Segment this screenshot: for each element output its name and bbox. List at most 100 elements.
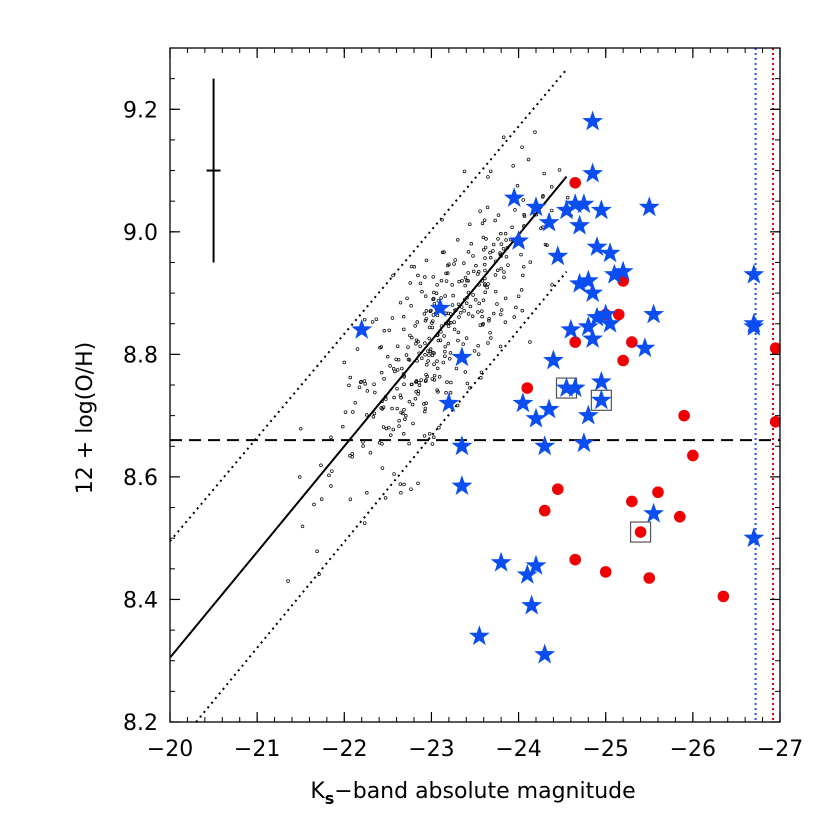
small-point [519, 288, 524, 292]
small-point [476, 272, 480, 276]
small-point [409, 264, 414, 269]
blue-star-point [638, 196, 660, 217]
small-point [410, 402, 415, 407]
small-point [399, 396, 403, 400]
small-point [365, 389, 370, 393]
small-point [423, 406, 428, 411]
small-point [436, 390, 440, 394]
small-point [480, 314, 484, 319]
x-tick-label: −25 [582, 737, 628, 762]
blue-star-point [612, 260, 634, 281]
blue-star-point [521, 594, 543, 615]
x-tick-label: −20 [147, 737, 193, 762]
small-point [466, 278, 470, 283]
small-point [413, 324, 417, 328]
small-point [442, 250, 446, 254]
small-point [520, 308, 525, 313]
small-point [449, 320, 453, 325]
small-point [410, 382, 414, 387]
small-point [477, 301, 481, 306]
small-point [464, 336, 469, 340]
y-axis-ticks: 8.2 8.4 8.6 8.8 9.0 9.2 [123, 47, 780, 736]
x-axis-ticks: −20 −21 −22 −23 −24 −25 −26 −27 [147, 48, 803, 762]
small-point [442, 334, 446, 338]
small-point [348, 375, 353, 380]
blue-star-point [569, 214, 590, 235]
small-point [300, 524, 305, 529]
blue-star-point [516, 563, 538, 584]
red-circle-point [643, 572, 656, 584]
small-point [425, 363, 429, 367]
small-point [371, 415, 376, 419]
small-point [476, 310, 480, 314]
small-point [431, 296, 436, 301]
blue-star-point [468, 625, 490, 646]
small-point [483, 245, 488, 250]
red-circle-point [769, 342, 780, 355]
small-point [327, 473, 331, 478]
small-point [383, 496, 388, 500]
small-point [494, 289, 498, 294]
small-point [466, 271, 470, 275]
upper-dotted-line [170, 68, 568, 542]
red-circle-point [673, 510, 686, 523]
small-point [469, 241, 474, 246]
small-point [444, 271, 448, 276]
small-point [539, 226, 543, 231]
small-point [462, 261, 466, 265]
blue-star-point [490, 551, 512, 572]
small-point [519, 252, 523, 257]
small-point [439, 278, 444, 283]
small-point [466, 250, 471, 254]
small-point [503, 320, 508, 324]
blue-star-point [590, 370, 612, 391]
small-point [404, 414, 408, 418]
y-tick-label: 9.2 [123, 98, 158, 123]
blue-star-point [634, 337, 656, 358]
small-point [432, 435, 436, 439]
small-point [457, 315, 461, 319]
blue-star-point [503, 187, 525, 207]
small-point [362, 379, 367, 383]
blue-star-point [564, 377, 586, 397]
small-point [357, 385, 362, 389]
small-point [347, 383, 351, 388]
small-point [499, 266, 503, 271]
small-point [471, 269, 476, 274]
small-point [481, 298, 486, 303]
small-point [453, 258, 457, 262]
small-point [437, 425, 441, 430]
small-point [393, 369, 397, 374]
small-point [401, 314, 406, 319]
small-point [450, 283, 454, 287]
small-point [381, 405, 386, 410]
x-tick-label: −21 [234, 737, 280, 762]
small-point [488, 250, 492, 255]
small-point [495, 302, 499, 306]
small-point [528, 260, 533, 264]
small-point [432, 290, 436, 295]
blue-star-point [599, 312, 621, 333]
small-point [414, 341, 418, 346]
blue-star-point [438, 392, 460, 413]
small-point [408, 333, 412, 338]
red-circle-point [652, 486, 664, 499]
small-point [443, 294, 447, 298]
blue-star-point [564, 193, 586, 214]
blue-star-point [590, 199, 612, 220]
small-point [380, 466, 385, 470]
y-tick-label: 8.8 [123, 343, 158, 368]
small-point [388, 433, 393, 437]
small-point [388, 364, 392, 368]
small-point [353, 401, 357, 405]
small-point [407, 441, 411, 446]
small-point [488, 331, 492, 335]
red-circle-point [569, 336, 582, 348]
small-point [408, 281, 412, 285]
small-point [400, 366, 404, 371]
blue-star-point [538, 398, 560, 419]
blue-star-point [534, 643, 556, 664]
small-point [427, 336, 431, 341]
small-point [402, 482, 406, 487]
small-point [391, 367, 396, 371]
